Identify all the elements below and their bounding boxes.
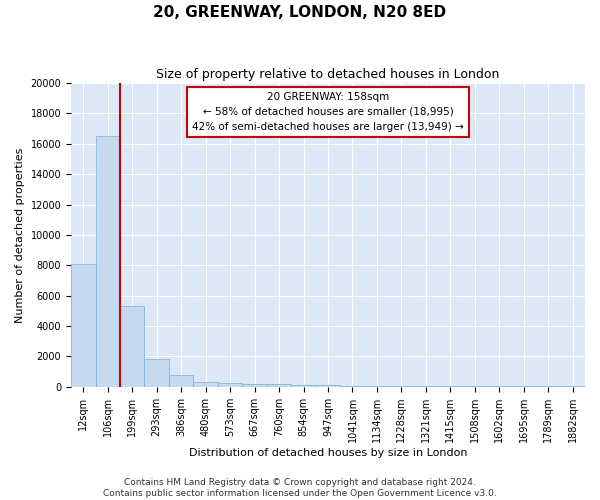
Bar bbox=[71, 264, 95, 386]
Bar bbox=[242, 384, 267, 386]
Y-axis label: Number of detached properties: Number of detached properties bbox=[15, 147, 25, 322]
Bar bbox=[316, 385, 340, 386]
Title: Size of property relative to detached houses in London: Size of property relative to detached ho… bbox=[157, 68, 500, 80]
Text: 20, GREENWAY, LONDON, N20 8ED: 20, GREENWAY, LONDON, N20 8ED bbox=[154, 5, 446, 20]
Bar bbox=[169, 376, 193, 386]
Bar bbox=[120, 306, 145, 386]
Bar bbox=[145, 358, 169, 386]
Text: 20 GREENWAY: 158sqm
← 58% of detached houses are smaller (18,995)
42% of semi-de: 20 GREENWAY: 158sqm ← 58% of detached ho… bbox=[192, 92, 464, 132]
Text: Contains HM Land Registry data © Crown copyright and database right 2024.
Contai: Contains HM Land Registry data © Crown c… bbox=[103, 478, 497, 498]
Bar bbox=[95, 136, 120, 386]
Bar bbox=[218, 383, 242, 386]
X-axis label: Distribution of detached houses by size in London: Distribution of detached houses by size … bbox=[189, 448, 467, 458]
Bar bbox=[292, 384, 316, 386]
Bar bbox=[267, 384, 292, 386]
Bar bbox=[193, 382, 218, 386]
